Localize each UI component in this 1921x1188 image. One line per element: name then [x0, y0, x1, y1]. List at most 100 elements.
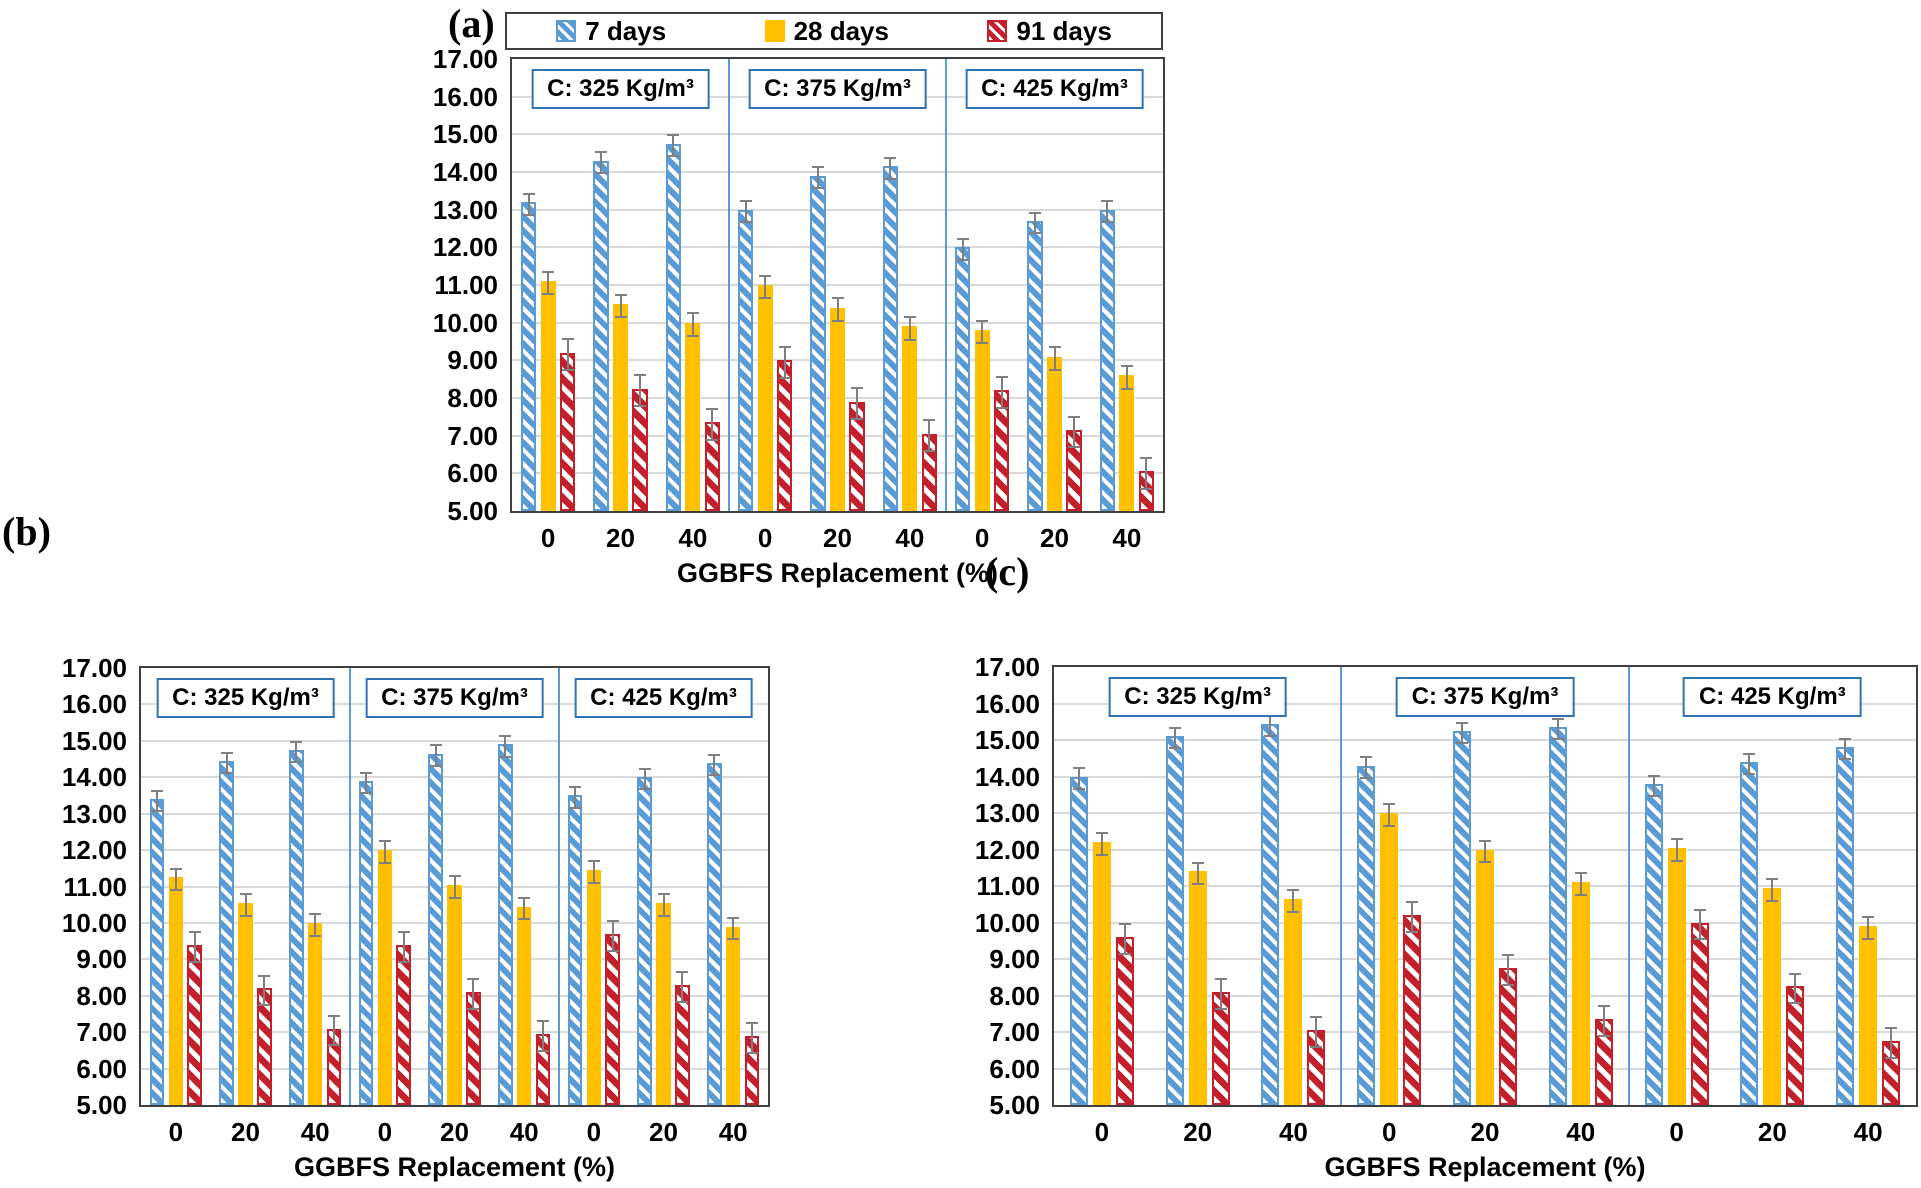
- bar-28days: [656, 902, 671, 1105]
- error-bar: [1789, 972, 1802, 1005]
- figure-label-c: (c): [985, 549, 1030, 594]
- y-axis-tick-label: 13.00: [974, 798, 1040, 828]
- bar-7days: [707, 762, 722, 1105]
- bar-91days: [1115, 937, 1134, 1105]
- bar-7days: [1165, 736, 1184, 1105]
- error-bar: [239, 893, 252, 917]
- error-bar: [667, 134, 680, 158]
- bar-7days: [567, 795, 583, 1105]
- bar-28days: [725, 926, 741, 1105]
- y-axis-tick-label: 5.00: [76, 1090, 127, 1120]
- bar-91days: [674, 984, 690, 1105]
- y-axis-tick-label: 14.00: [432, 157, 498, 187]
- y-axis-tick-label: 8.00: [447, 383, 498, 413]
- error-bar: [542, 271, 555, 296]
- bar-7days: [149, 799, 165, 1105]
- legend: 7 days 28 days 91 days: [505, 12, 1163, 50]
- bar-91days: [1403, 915, 1422, 1105]
- legend-item-28days: 28 days: [764, 15, 889, 47]
- bar-7days: [498, 744, 513, 1105]
- bar-7days: [219, 760, 234, 1105]
- bar-28days: [612, 303, 629, 511]
- legend-item-7days: 7 days: [556, 16, 666, 47]
- bar-91days: [1499, 968, 1517, 1105]
- x-tick-label: 0: [586, 1117, 602, 1147]
- bar-7days: [1740, 761, 1759, 1105]
- y-axis-tick-label: 16.00: [432, 81, 498, 112]
- panel-divider: [945, 59, 947, 511]
- error-bar: [831, 297, 844, 322]
- error-bar: [727, 916, 740, 941]
- bar-28days: [1476, 849, 1494, 1105]
- panel-divider: [349, 668, 351, 1105]
- bar-7days: [637, 777, 652, 1105]
- bar-28days: [902, 326, 918, 511]
- y-axis-tick-label: 6.00: [447, 458, 498, 489]
- panel-title: C: 375 Kg/m³: [748, 69, 927, 109]
- bar-28days: [1667, 847, 1686, 1105]
- x-tick-label: 20: [440, 1117, 469, 1147]
- error-bar: [1264, 714, 1277, 737]
- y-axis-tick-label: 9.00: [989, 944, 1040, 974]
- bar-28days: [307, 922, 323, 1105]
- error-bar: [811, 166, 824, 190]
- x-tick-label: 0: [974, 523, 990, 553]
- legend-label-7days: 7 days: [585, 15, 667, 46]
- error-bar: [290, 740, 303, 764]
- bar-28days: [1571, 882, 1590, 1105]
- x-tick-label: 40: [1278, 1117, 1308, 1147]
- gridline: [512, 133, 1163, 136]
- error-bar: [1028, 211, 1041, 235]
- x-tick-label: 0: [757, 523, 773, 553]
- bar-7days: [882, 166, 898, 511]
- bar-7days: [1836, 747, 1855, 1105]
- gridline: [512, 246, 1163, 249]
- x-tick-label: 40: [1112, 523, 1142, 553]
- y-axis-tick-label: 7.00: [76, 1017, 127, 1048]
- error-bar: [1406, 901, 1419, 934]
- error-bar: [1839, 738, 1852, 761]
- y-axis-tick-label: 11.00: [63, 871, 127, 902]
- y-axis-tick-label: 5.00: [989, 1090, 1040, 1120]
- y-axis-tick-label: 12.00: [432, 232, 498, 263]
- gridline: [1054, 812, 1916, 814]
- error-bar: [1095, 832, 1108, 857]
- panel-divider: [1340, 667, 1343, 1105]
- x-tick-label: 40: [678, 523, 708, 553]
- error-bar: [1287, 888, 1300, 913]
- error-bar: [745, 1021, 758, 1054]
- y-axis-tick-label: 5.00: [447, 496, 498, 526]
- legend-label-28days: 28 days: [793, 15, 889, 46]
- bar-7days: [1453, 730, 1471, 1105]
- error-bar: [561, 338, 574, 372]
- bar-7days: [289, 749, 304, 1105]
- x-tick-label: 20: [1470, 1117, 1500, 1147]
- x-tick-label: 40: [1853, 1117, 1883, 1147]
- error-bar: [1551, 718, 1564, 741]
- error-bar: [676, 970, 689, 1003]
- bar-28days: [238, 902, 253, 1105]
- error-bar: [1168, 727, 1181, 750]
- x-tick-label: 20: [823, 523, 852, 553]
- x-axis-title: GGBFS Replacement (%): [676, 558, 999, 588]
- bar-28days: [168, 877, 184, 1105]
- x-tick-label: 20: [231, 1117, 260, 1147]
- x-tick-label: 40: [1566, 1117, 1596, 1147]
- error-bar: [884, 156, 897, 180]
- error-bar: [606, 920, 619, 952]
- x-axis-title: GGBFS Replacement (%): [1324, 1152, 1646, 1182]
- y-axis-tick-label: 6.00: [989, 1053, 1040, 1084]
- error-bar: [499, 735, 512, 758]
- bar-28days: [447, 884, 462, 1105]
- error-bar: [1574, 872, 1587, 897]
- error-bar: [706, 408, 719, 441]
- bar-7days: [1099, 209, 1115, 511]
- bar-7days: [1548, 727, 1567, 1105]
- panel-title: C: 375 Kg/m³: [365, 678, 544, 718]
- bar-7days: [358, 780, 374, 1105]
- bar-28days: [1284, 898, 1303, 1105]
- error-bar: [1670, 837, 1683, 862]
- gridline: [512, 208, 1163, 211]
- error-bar: [188, 930, 201, 963]
- y-axis-tick-label: 12.00: [61, 835, 127, 866]
